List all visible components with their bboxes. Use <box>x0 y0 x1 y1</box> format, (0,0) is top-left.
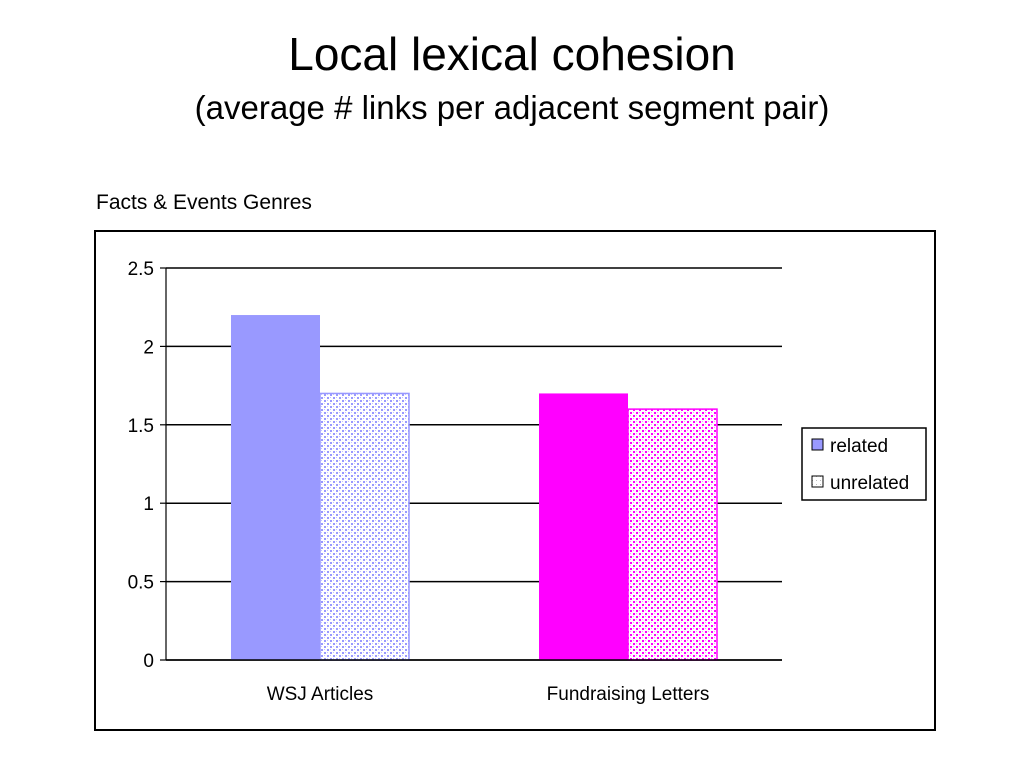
x-tick-label: WSJ Articles <box>267 684 374 705</box>
y-tick-label: 0 <box>143 651 154 672</box>
y-tick-label: 0.5 <box>128 573 154 594</box>
chart-area: 0 0.5 1 1.5 2 2.5 WSJ Articles Fundraising Lett… <box>94 230 936 731</box>
legend <box>801 427 927 501</box>
y-tick-label: 1 <box>143 494 154 515</box>
chart-title: Facts & Events Genres <box>96 191 312 214</box>
y-tick-label: 2 <box>143 337 154 358</box>
legend-label-unrelated: unrelated <box>830 473 909 494</box>
legend-label-related: related <box>830 436 888 457</box>
bar-unrelated <box>627 408 718 661</box>
y-tick-label: 2.5 <box>128 259 154 280</box>
bar-related <box>231 315 320 660</box>
bar-related <box>539 393 628 660</box>
slide-subtitle: (average # links per adjacent segment pa… <box>194 89 830 126</box>
slide-title: Local lexical cohesion <box>288 28 736 80</box>
legend-swatch-related <box>811 438 824 451</box>
bar-unrelated <box>319 392 410 661</box>
y-tick-label: 1.5 <box>128 416 154 437</box>
x-tick-label: Fundraising Letters <box>547 684 710 705</box>
bar-chart: 0 0.5 1 1.5 2 2.5 WSJ Articles Fundraising Lett… <box>128 259 927 705</box>
legend-swatch-unrelated <box>811 475 824 488</box>
